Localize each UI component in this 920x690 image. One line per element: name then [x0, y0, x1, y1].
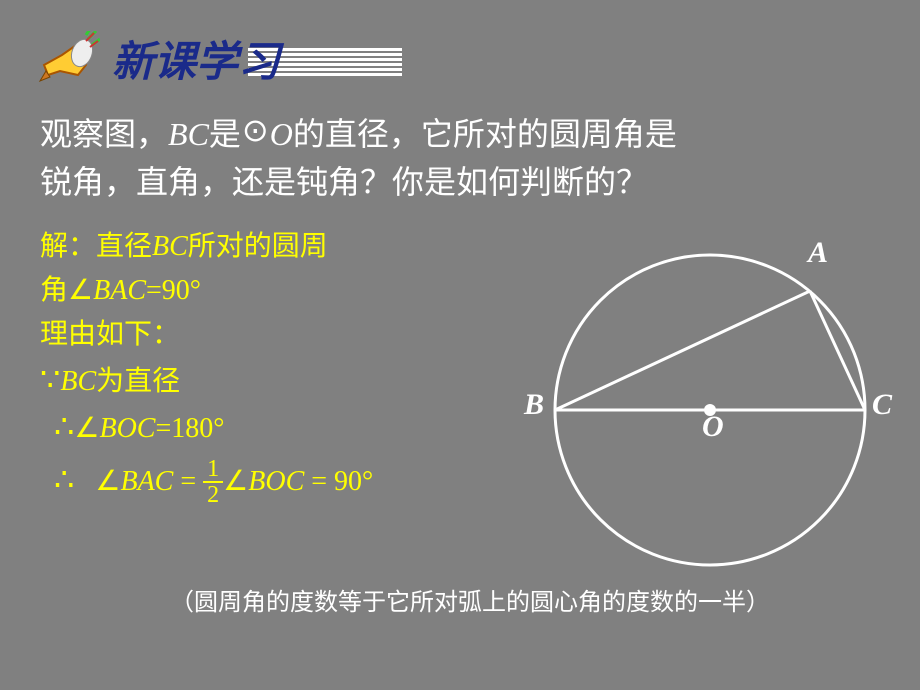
eq-text: =180°: [155, 413, 224, 444]
angle-symbol: ∠: [223, 466, 248, 497]
slide-title: 新课学习: [112, 28, 280, 89]
megaphone-icon: [38, 31, 100, 87]
angle-symbol: ∠: [95, 466, 120, 497]
var-boc: BOC: [99, 413, 155, 444]
point-label-b: B: [524, 388, 544, 422]
therefore-symbol: ∴: [54, 461, 74, 497]
var-bc: BC: [152, 231, 188, 262]
var-bac: BAC: [120, 466, 173, 497]
question-block: 观察图，BC是⊙O的直径，它所对的圆周角是 锐角，直角，还是钝角？你是如何判断的…: [40, 110, 880, 206]
var-bc: BC: [60, 366, 96, 397]
diagram-svg: [510, 220, 910, 580]
var-o: O: [270, 116, 293, 152]
angle-symbol: ∠: [74, 413, 99, 444]
text-span: 解：直径: [40, 231, 152, 262]
angle-symbol: ∠: [68, 275, 93, 306]
therefore-symbol: ∴: [54, 408, 74, 444]
eq-text: =90°: [146, 275, 201, 306]
text-span: 观察图，: [40, 116, 168, 152]
point-label-a: A: [808, 236, 828, 270]
sol-line-5: ∴∠BOC=180°: [40, 404, 520, 451]
fraction-half: 12: [203, 457, 223, 507]
point-label-c: C: [872, 388, 892, 422]
because-symbol: ∵: [40, 361, 60, 397]
fraction-numerator: 1: [203, 457, 223, 483]
text-span: 为直径: [96, 366, 180, 397]
eq-text: =: [173, 466, 203, 497]
text-span: 所对的圆周: [188, 231, 328, 262]
slide-header: 新课学习: [38, 28, 280, 89]
point-label-o: O: [702, 410, 724, 444]
circle-diagram: A B C O: [510, 220, 910, 580]
var-bc: BC: [168, 116, 209, 152]
sol-line-1: 解：直径BC所对的圆周: [40, 225, 520, 269]
var-boc: BOC: [248, 466, 304, 497]
sol-line-4: ∵BC为直径: [40, 357, 520, 404]
text-span: 角: [40, 275, 68, 306]
circle-symbol: ⊙: [242, 106, 269, 154]
eq-text: = 90°: [304, 466, 373, 497]
footnote-text: （圆周角的度数等于它所对弧上的圆心角的度数的一半）: [80, 582, 860, 617]
question-line-2: 锐角，直角，还是钝角？你是如何判断的？: [40, 158, 880, 206]
solution-block: 解：直径BC所对的圆周 角∠BAC=90° 理由如下： ∵BC为直径 ∴∠BOC…: [40, 225, 520, 510]
text-span: 是: [209, 116, 241, 152]
sol-line-2: 角∠BAC=90°: [40, 269, 520, 313]
fraction-denominator: 2: [203, 483, 223, 507]
question-line-1: 观察图，BC是⊙O的直径，它所对的圆周角是: [40, 110, 880, 158]
var-bac: BAC: [93, 275, 146, 306]
sol-line-3: 理由如下：: [40, 313, 520, 357]
sol-line-6: ∴ ∠BAC = 12∠BOC = 90°: [40, 451, 520, 510]
text-span: 的直径，它所对的圆周角是: [293, 116, 677, 152]
